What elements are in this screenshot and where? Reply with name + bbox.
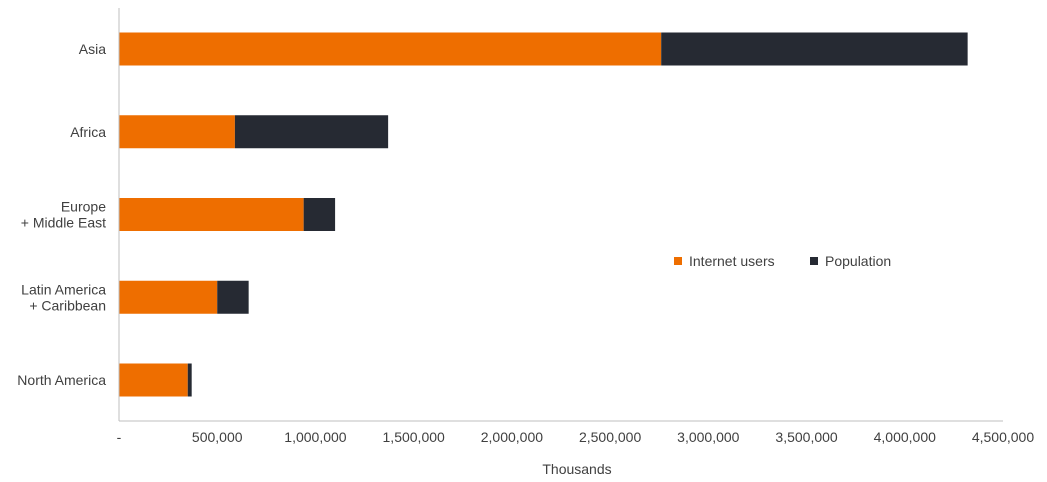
legend-swatch-internet-users — [674, 257, 682, 265]
x-tick-label: 2,000,000 — [481, 429, 543, 445]
bar-population-0 — [661, 32, 968, 66]
x-tick-label: - — [117, 429, 122, 445]
x-tick-label: 4,500,000 — [972, 429, 1034, 445]
x-axis-title: Thousands — [542, 461, 611, 477]
legend: Internet users Population — [674, 253, 891, 269]
bar-population-1 — [234, 115, 389, 149]
x-tick-label: 1,500,000 — [383, 429, 445, 445]
legend-swatch-population — [810, 257, 818, 265]
category-labels: Asia Africa Europe+ Middle East Latin Ameri… — [17, 41, 106, 388]
bar-internet-users-3 — [119, 280, 218, 314]
x-tick-label: 500,000 — [192, 429, 243, 445]
bar-population-3 — [217, 280, 249, 314]
x-tick-label: 2,500,000 — [579, 429, 641, 445]
legend-label-internet-users: Internet users — [689, 253, 775, 269]
category-label: + Caribbean — [29, 297, 106, 313]
category-label: + Middle East — [21, 215, 106, 231]
category-label: North America — [17, 372, 106, 388]
category-label: Asia — [79, 41, 106, 57]
x-tick-label: 3,500,000 — [775, 429, 837, 445]
bar-internet-users-0 — [119, 32, 662, 66]
x-tick-label: 3,000,000 — [677, 429, 739, 445]
legend-label-population: Population — [825, 253, 891, 269]
bar-internet-users-4 — [119, 363, 188, 397]
x-tick-labels: - 500,000 1,000,000 1,500,000 2,000,000 2,500… — [117, 429, 1035, 445]
bar-population-4 — [187, 363, 192, 397]
x-tick-label: 1,000,000 — [284, 429, 346, 445]
bar-population-2 — [303, 198, 336, 231]
category-label: Africa — [70, 124, 106, 140]
bars-group — [119, 32, 968, 397]
x-tick-label: 4,000,000 — [874, 429, 936, 445]
category-label: Europe — [61, 199, 106, 215]
bar-internet-users-2 — [119, 198, 304, 231]
category-label: Latin America — [21, 281, 106, 297]
bar-internet-users-1 — [119, 115, 235, 149]
